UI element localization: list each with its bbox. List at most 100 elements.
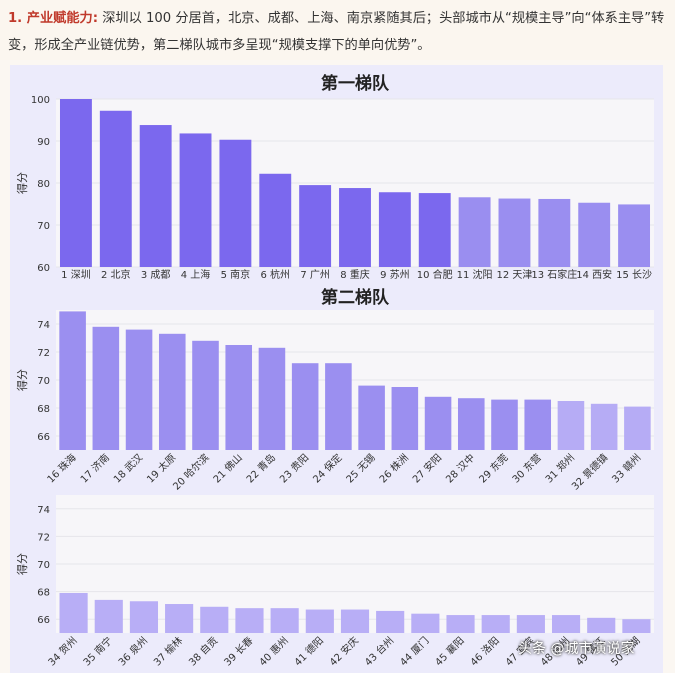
x-tick-label: 42 安庆 (327, 634, 362, 669)
x-tick-label: 24 保定 (310, 451, 345, 486)
bar (125, 329, 153, 450)
y-tick-label: 66 (37, 615, 50, 626)
x-tick-label: 17 济南 (77, 451, 112, 486)
bar (624, 406, 651, 450)
y-axis-label: 得分 (16, 553, 29, 575)
bar (200, 606, 229, 633)
x-tick-label: 7 广州 (300, 269, 330, 281)
y-tick-label: 68 (37, 404, 50, 415)
x-tick-label: 39 长春 (222, 635, 256, 669)
x-tick-label: 36 泉州 (115, 634, 150, 669)
bar (457, 398, 485, 450)
y-axis-label: 得分 (16, 369, 29, 391)
bar (622, 619, 651, 633)
x-tick-label: 5 南京 (221, 268, 251, 281)
bar (94, 599, 123, 633)
bar (491, 399, 518, 450)
bar (235, 608, 264, 633)
intro-text: 深圳以 100 分居首，北京、成都、上海、南京紧随其后；头部城市从“规模主导”向… (8, 11, 665, 53)
chart-title-2: 第二梯队 (321, 287, 390, 308)
bar (411, 613, 440, 633)
x-tick-label: 3 成都 (141, 269, 171, 281)
x-tick-label: 33 赣州 (609, 451, 644, 486)
x-tick-label: 14 西安 (576, 268, 612, 281)
y-axis-label: 得分 (16, 172, 29, 194)
x-tick-label: 32 景德镇 (569, 451, 611, 493)
bar (325, 363, 352, 450)
bar (192, 340, 219, 450)
y-tick-label: 70 (37, 560, 50, 571)
x-tick-label: 46 洛阳 (467, 634, 502, 669)
y-tick-label: 100 (31, 95, 50, 106)
x-tick-label: 10 合肥 (417, 268, 453, 281)
bar (259, 173, 292, 267)
chart-title-1: 第一梯队 (321, 73, 390, 94)
bar (481, 615, 510, 633)
bar (358, 385, 385, 450)
bar (299, 185, 332, 267)
bar (458, 197, 491, 267)
y-tick-label: 72 (37, 348, 50, 359)
x-tick-label: 43 台州 (362, 634, 397, 669)
x-tick-label: 15 长沙 (616, 269, 652, 281)
x-tick-label: 31 郑州 (542, 451, 577, 486)
bar (270, 608, 299, 633)
x-tick-label: 6 杭州 (260, 268, 290, 281)
bar (225, 345, 253, 450)
x-tick-label: 2 北京 (101, 268, 131, 281)
y-tick-label: 74 (37, 320, 50, 331)
bar (165, 604, 194, 633)
y-tick-label: 70 (37, 376, 50, 387)
x-tick-label: 40 惠州 (256, 634, 291, 669)
bar (578, 202, 611, 267)
bar (516, 615, 545, 633)
bar (551, 615, 581, 633)
x-tick-label: 25 无锡 (343, 451, 378, 486)
x-tick-label: 1 深圳 (61, 269, 91, 281)
bar (129, 601, 159, 633)
x-tick-label: 45 襄阳 (432, 634, 467, 669)
x-tick-label: 41 德阳 (291, 634, 326, 669)
x-tick-label: 18 武汉 (111, 451, 146, 486)
x-tick-label: 11 沈阳 (457, 268, 493, 281)
y-tick-label: 90 (37, 137, 50, 148)
y-tick-label: 72 (37, 532, 50, 543)
x-tick-label: 29 东莞 (476, 451, 511, 486)
bar (538, 198, 571, 267)
x-tick-label: 22 青岛 (243, 451, 278, 486)
x-tick-label: 26 株洲 (376, 451, 411, 486)
chart-figure: 60 70 80 90 100 第一梯队 得分 1 深圳 2 北京 3 成都 4 上海 5 南京 6 杭… (10, 65, 663, 673)
x-tick-label: 4 上海 (181, 268, 211, 281)
y-tick-label: 80 (37, 179, 50, 190)
y-tick-label: 66 (37, 432, 50, 443)
intro-paragraph: 1. 产业赋能力: 深圳以 100 分居首，北京、成都、上海、南京紧随其后；头部… (0, 0, 675, 60)
bar (376, 610, 405, 633)
x-tick-label: 44 厦门 (397, 634, 432, 669)
x-tick-label: 28 汉中 (443, 451, 478, 486)
bar (446, 615, 475, 633)
intro-heading: 1. 产业赋能力: (8, 11, 98, 26)
x-tick-label: 16 珠海 (44, 451, 79, 486)
bar (219, 139, 252, 267)
y-tick-label: 70 (37, 221, 50, 232)
x-tick-label: 8 重庆 (340, 268, 370, 281)
y-tick-label: 74 (37, 505, 50, 516)
bar (557, 401, 585, 450)
bar (391, 387, 419, 450)
bar (339, 188, 371, 267)
bar (92, 326, 120, 450)
watermark: 头条 @城市演说家 (518, 641, 635, 657)
x-tick-label: 19 太原 (144, 451, 179, 486)
x-tick-label: 13 石家庄 (531, 268, 577, 281)
bar (59, 592, 88, 633)
x-tick-label: 34 贺州 (46, 635, 80, 669)
bar (59, 99, 92, 267)
bar (590, 403, 618, 450)
bar (424, 396, 452, 450)
bar (498, 198, 531, 267)
bar (378, 192, 411, 267)
x-tick-label: 12 天津 (497, 269, 533, 281)
bar (158, 333, 186, 450)
bar (587, 617, 616, 633)
